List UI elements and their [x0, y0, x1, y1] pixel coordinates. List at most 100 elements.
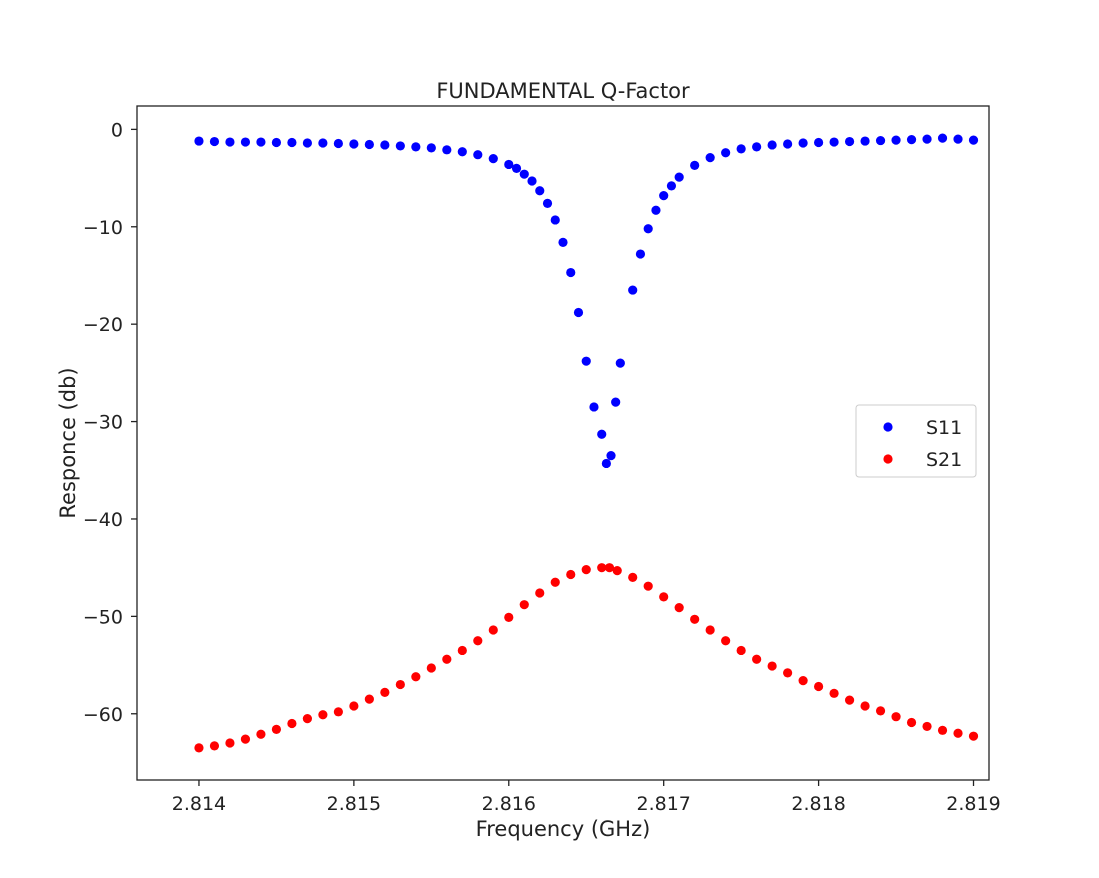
data-point-s11 [705, 153, 715, 163]
data-point-s21 [504, 612, 514, 622]
data-point-s21 [736, 645, 746, 656]
data-point-s21 [581, 565, 591, 575]
data-point-s21 [783, 668, 793, 678]
data-point-s11 [611, 397, 621, 407]
data-point-s11 [333, 138, 343, 149]
data-point-s21 [643, 581, 653, 591]
x-tick-label: 2.819 [946, 793, 1000, 815]
x-tick-label: 2.817 [636, 793, 690, 815]
data-point-s21 [953, 728, 963, 738]
data-point-s21 [612, 565, 622, 576]
data-point-s21 [225, 738, 235, 748]
data-point-s11 [643, 224, 653, 234]
data-point-s21 [411, 672, 421, 682]
data-point-s21 [968, 731, 979, 741]
data-point-s11 [635, 249, 646, 259]
data-point-s21 [318, 710, 328, 720]
data-point-s11 [814, 137, 824, 148]
data-point-s11 [380, 140, 390, 150]
data-point-s11 [615, 358, 625, 368]
data-point-s11 [349, 139, 359, 149]
data-point-s11 [209, 136, 220, 147]
x-axis-ticks: 2.814 2.815 2.816 2.817 2.818 2.819 [172, 780, 1001, 815]
data-point-s11 [558, 237, 568, 247]
data-point-s11 [581, 356, 591, 366]
data-point-s11 [488, 154, 498, 164]
data-point-s21 [240, 734, 251, 744]
data-point-s11 [736, 144, 746, 154]
data-point-s11 [829, 137, 839, 147]
data-point-s11 [953, 134, 963, 144]
data-point-s11 [875, 135, 886, 146]
data-point-s11 [628, 285, 638, 295]
data-point-s21 [488, 625, 498, 635]
x-tick-label: 2.815 [327, 793, 381, 815]
data-point-s21 [604, 563, 615, 573]
data-point-s11 [798, 138, 808, 148]
y-tick-label: −60 [83, 704, 123, 726]
data-point-s21 [550, 577, 560, 587]
data-point-s11 [287, 137, 297, 148]
y-axis-ticks: 0 −10 −20 −30 −40 −50 −60 [83, 119, 137, 726]
data-point-s11 [473, 150, 483, 160]
data-point-s21 [844, 695, 855, 705]
data-point-s11 [194, 136, 204, 146]
data-point-s21 [364, 694, 374, 704]
data-point-s11 [844, 136, 855, 147]
data-point-s11 [721, 148, 731, 158]
data-point-s21 [209, 741, 220, 751]
data-point-s11 [511, 163, 522, 173]
data-point-s21 [752, 654, 762, 664]
data-point-s11 [225, 137, 235, 147]
data-point-s11 [550, 215, 560, 225]
data-point-s21 [705, 625, 715, 635]
x-tick-label: 2.816 [482, 793, 536, 815]
data-point-s11 [922, 134, 932, 144]
data-point-s21 [628, 572, 638, 583]
y-tick-label: −50 [83, 606, 123, 628]
y-tick-label: 0 [111, 119, 123, 141]
data-point-s11 [411, 142, 421, 152]
data-point-s11 [597, 429, 607, 439]
data-point-s21 [875, 706, 886, 716]
legend: S11 S21 [855, 404, 977, 478]
data-point-s21 [426, 663, 436, 673]
y-tick-label: −10 [83, 217, 123, 239]
data-point-s11 [601, 458, 611, 469]
data-point-s11 [271, 137, 282, 148]
data-point-s11 [504, 159, 514, 170]
data-point-s21 [442, 654, 452, 664]
data-point-s21 [767, 661, 777, 671]
data-point-s21 [349, 701, 359, 711]
data-point-s21 [721, 636, 731, 646]
data-point-s21 [333, 707, 343, 717]
data-point-s11 [968, 135, 979, 145]
data-point-s11 [659, 191, 669, 201]
y-axis-label: Responce (db) [56, 367, 80, 518]
data-point-s21 [829, 688, 839, 698]
data-point-s11 [767, 140, 777, 150]
data-point-s11 [906, 135, 917, 145]
x-axis-label: Frequency (GHz) [476, 817, 651, 841]
data-point-s11 [457, 147, 467, 157]
data-point-s11 [651, 205, 661, 215]
y-tick-label: −20 [83, 314, 123, 336]
data-point-s11 [860, 136, 870, 146]
data-point-s21 [891, 712, 901, 722]
data-point-s21 [674, 603, 684, 613]
data-point-s11 [256, 137, 266, 147]
data-point-s11 [519, 169, 529, 179]
data-point-s21 [395, 679, 405, 690]
data-point-s21 [535, 588, 545, 598]
data-point-s21 [302, 714, 312, 724]
data-point-s21 [194, 743, 204, 753]
data-point-s21 [690, 614, 700, 624]
data-point-s21 [906, 717, 917, 728]
data-point-s11 [395, 141, 405, 151]
data-point-s11 [566, 267, 576, 278]
data-point-s11 [589, 402, 599, 412]
chart-title: FUNDAMENTAL Q-Factor [436, 79, 690, 103]
series-layer [194, 133, 979, 753]
data-point-s11 [666, 181, 677, 191]
